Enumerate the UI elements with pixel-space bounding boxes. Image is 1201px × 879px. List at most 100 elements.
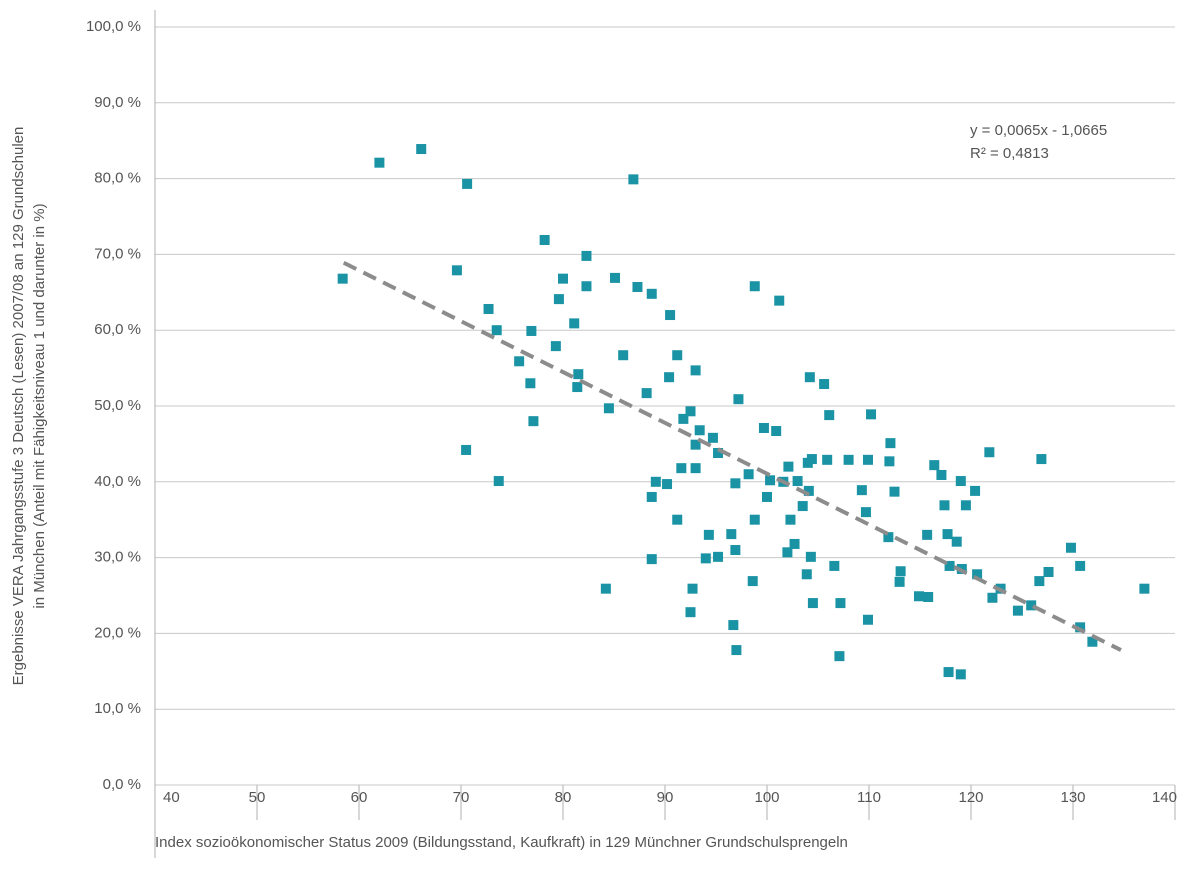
data-point [600,583,611,594]
data-point [819,379,830,390]
data-point [774,295,785,306]
data-point [451,265,462,276]
y-tick-label: 100,0 % [86,18,141,35]
data-point [700,553,711,564]
data-point [939,500,950,511]
data-point [1065,542,1076,553]
data-point [713,447,724,458]
data-point [782,547,793,558]
data-point [525,378,536,389]
data-point [913,591,924,602]
data-point [860,507,871,518]
data-point [650,476,661,487]
x-tick-label: 40 [163,789,180,806]
data-point [783,461,794,472]
data-point [987,592,998,603]
data-point [922,529,933,540]
data-point [672,514,683,525]
data-point [462,178,473,189]
data-point [572,382,583,393]
data-point [690,463,701,474]
data-point [713,551,724,562]
data-point [1087,636,1098,647]
data-point [765,475,776,486]
x-tick-label: 140 [1152,789,1177,806]
y-tick-label: 0,0 % [103,776,141,793]
x-tick-label: 120 [958,789,983,806]
data-point [491,325,502,336]
data-point [894,576,905,587]
x-tick-label: 130 [1060,789,1085,806]
y-axis-label: Ergebnisse VERA Jahrgangsstufe 3 Deutsch… [10,127,27,686]
data-point [829,560,840,571]
data-point [805,551,816,562]
data-point [984,447,995,458]
data-point [672,350,683,361]
data-point [889,486,900,497]
data-point [581,281,592,292]
data-point [610,272,621,283]
data-point [678,413,689,424]
data-point [641,388,652,399]
data-point [942,529,953,540]
data-point [573,369,584,380]
data-point [728,620,739,631]
data-point [970,485,981,496]
data-point [553,294,564,305]
data-point [789,538,800,549]
data-point [558,273,568,284]
data-point [687,583,698,594]
data-point [785,514,796,525]
data-point [665,310,676,321]
data-point [895,566,906,577]
data-point [1043,567,1054,578]
data-point [374,157,385,168]
data-point [1075,560,1086,571]
data-point [1012,605,1023,616]
data-point [603,403,614,414]
data-point [337,273,348,284]
data-point [797,501,808,512]
data-point [929,460,940,471]
data-point [662,479,673,490]
data-point [1034,576,1045,587]
data-point [792,476,803,487]
data-point [707,432,718,443]
data-point [749,281,760,292]
y-tick-label: 50,0 % [94,397,141,414]
data-point [822,454,833,465]
data-point [835,598,846,609]
data-point [1139,583,1150,594]
data-point [730,478,741,489]
data-point [862,454,873,465]
trend-equation: y = 0,0065x - 1,0665 [970,122,1107,139]
data-point [646,288,657,299]
data-point [834,651,845,662]
data-point [960,500,971,511]
y-tick-label: 90,0 % [94,94,141,111]
data-point [730,545,741,556]
data-point [972,569,983,580]
trend-line [342,260,1122,652]
data-point [676,463,687,474]
y-tick-label: 80,0 % [94,170,141,187]
y-tick-label: 40,0 % [94,473,141,490]
data-point [1075,622,1086,633]
x-axis-label: Index sozioökonomischer Status 2009 (Bil… [155,834,848,851]
data-point [758,422,769,433]
data-point [514,356,525,367]
data-point [483,303,494,314]
data-point [550,341,561,352]
data-point [885,438,896,449]
y-tick-label: 70,0 % [94,245,141,262]
data-point [581,250,592,261]
data-point [803,485,814,496]
data-point [726,529,737,540]
data-point [493,476,504,487]
data-point [936,469,947,480]
data-point [762,491,772,502]
data-point [628,174,639,185]
data-point [528,416,539,427]
data-point [743,469,754,480]
